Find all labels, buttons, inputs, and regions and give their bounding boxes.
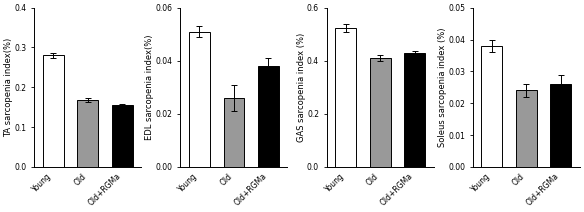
Bar [335,28,356,167]
Bar [112,105,133,167]
Bar [43,56,64,167]
Y-axis label: Soleus sarcopenia index (%): Soleus sarcopenia index (%) [438,28,447,147]
Bar [370,58,391,167]
Bar [516,91,537,167]
Bar [551,84,571,167]
Bar [189,32,210,167]
Y-axis label: GAS sarcopenia index (%): GAS sarcopenia index (%) [297,33,305,142]
Bar [404,53,425,167]
Y-axis label: EDL sarcopenia index(%): EDL sarcopenia index(%) [145,35,155,140]
Bar [258,66,279,167]
Bar [78,100,98,167]
Bar [481,46,502,167]
Y-axis label: TA sarcopenia index(%): TA sarcopenia index(%) [4,38,13,137]
Bar [224,98,244,167]
